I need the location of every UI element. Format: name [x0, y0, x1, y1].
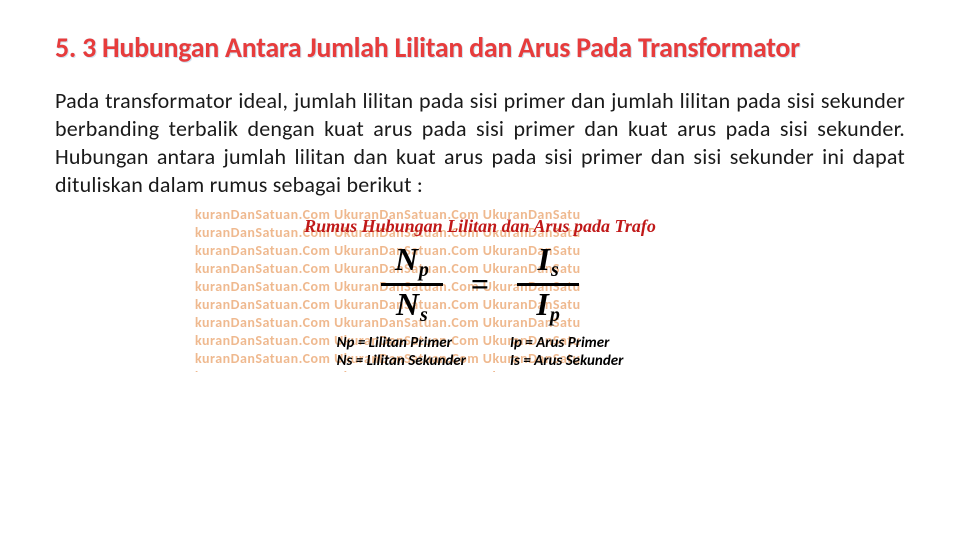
formula-legend: Np = Lilitan Primer Ns = Lilitan Sekunde… — [195, 334, 765, 370]
legend-is: Is = Arus Sekunder — [510, 352, 623, 370]
section-heading: 5. 3 Hubungan Antara Jumlah Lilitan dan … — [55, 30, 905, 65]
legend-ip: Ip = Arus Primer — [510, 334, 623, 352]
legend-ns: Ns = Lilitan Sekunder — [337, 352, 466, 370]
body-paragraph: Pada transformator ideal, jumlah lilitan… — [55, 87, 905, 200]
equals-sign: = — [471, 266, 489, 303]
legend-np: Np = Lilitan Primer — [337, 334, 466, 352]
fraction-left: Np Ns — [381, 243, 443, 326]
formula-equation: Np Ns = Is Ip — [195, 243, 765, 326]
formula-figure: kuranDanSatuan.Com UkuranDanSatuan.Com U… — [195, 206, 765, 372]
formula-title: Rumus Hubungan Lilitan dan Arus pada Tra… — [195, 216, 765, 237]
fraction-right: Is Ip — [517, 243, 579, 326]
